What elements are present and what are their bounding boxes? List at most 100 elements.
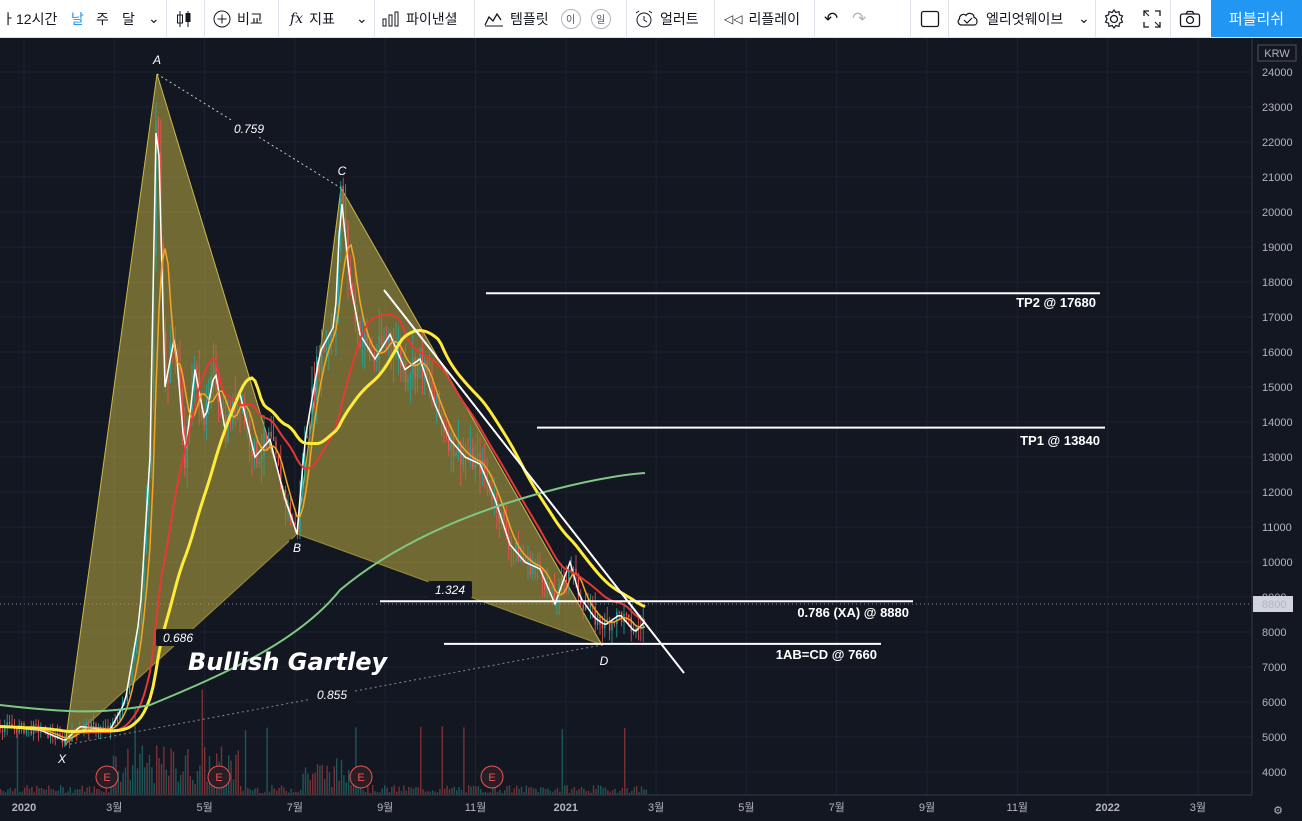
- candle-body: [582, 604, 584, 610]
- templates-button[interactable]: 템플릿 이 일: [484, 0, 616, 37]
- volume-bar: [489, 792, 491, 795]
- candle-body: [412, 357, 414, 375]
- snapshot-button[interactable]: [1179, 0, 1201, 37]
- volume-bar: [321, 764, 323, 795]
- badge-a[interactable]: 이: [560, 8, 581, 29]
- level-label: TP2 @ 17680: [1016, 295, 1096, 310]
- candle-body: [258, 461, 260, 464]
- earnings-marker[interactable]: [349, 765, 373, 789]
- interval-month[interactable]: 달: [122, 0, 135, 37]
- volume-bar: [256, 787, 259, 795]
- undo-button[interactable]: ↶: [824, 0, 838, 37]
- candle-body: [594, 606, 596, 625]
- earnings-marker[interactable]: [95, 765, 119, 789]
- publish-button[interactable]: 퍼블리쉬: [1211, 0, 1302, 37]
- volume-bar: [100, 791, 103, 795]
- volume-bar: [343, 775, 345, 795]
- volume-bar: [314, 772, 316, 795]
- candle-body: [186, 429, 188, 468]
- alert-button[interactable]: 얼러트: [634, 0, 699, 37]
- volume-bar: [393, 785, 395, 795]
- templates-label: 템플릿: [510, 10, 549, 27]
- volume-bar: [508, 785, 511, 795]
- volume-bar: [340, 760, 343, 795]
- volume-bar: [559, 791, 561, 795]
- compare-button[interactable]: 비교: [213, 0, 263, 37]
- candle-body: [313, 387, 316, 400]
- volume-bar: [206, 781, 208, 795]
- volume-bar: [475, 786, 477, 795]
- ratio-label-bg: [227, 120, 271, 137]
- earnings-marker[interactable]: [480, 765, 504, 789]
- replay-label: 리플레이: [748, 10, 800, 27]
- volume-bar: [60, 785, 62, 795]
- price-tick: 21000: [1262, 172, 1293, 184]
- chevron-down-icon: ⌄: [148, 10, 160, 26]
- candle-body: [505, 520, 508, 536]
- volume-bar: [21, 791, 23, 795]
- volume-bar: [14, 788, 16, 795]
- volume-bar: [244, 730, 247, 795]
- layout-dropdown[interactable]: ⌄: [1078, 0, 1090, 37]
- price-tick: 10000: [1262, 557, 1293, 569]
- candle-body: [148, 471, 150, 506]
- volume-bar: [518, 788, 520, 795]
- volume-bar: [427, 791, 429, 795]
- volume-bar: [319, 765, 321, 795]
- candle-body: [416, 357, 419, 379]
- volume-bar: [516, 785, 518, 795]
- redo-button[interactable]: ↷: [852, 0, 866, 37]
- month-label: 달: [122, 10, 135, 27]
- volume-bar: [98, 789, 100, 795]
- volume-bar: [585, 791, 587, 795]
- interval-12h[interactable]: 12시간: [16, 0, 57, 37]
- volume-bar: [177, 781, 179, 795]
- candle-body: [352, 284, 354, 293]
- volume-bar: [309, 779, 311, 795]
- candle-body: [35, 724, 37, 726]
- chart-type-button[interactable]: [175, 0, 193, 37]
- indicators-dropdown[interactable]: ⌄: [356, 0, 368, 37]
- axis-settings-icon[interactable]: ⚙: [1273, 805, 1283, 817]
- volume-bar: [117, 770, 119, 795]
- interval-week[interactable]: 주: [96, 0, 109, 37]
- replay-button[interactable]: ◁◁ 리플레이: [724, 0, 800, 37]
- price-tick: 17000: [1262, 312, 1293, 324]
- volume-bar: [542, 787, 544, 795]
- indicators-button[interactable]: fx 지표: [290, 0, 335, 37]
- settings-button[interactable]: [1103, 0, 1125, 37]
- cloud-save-button[interactable]: 엘리엇웨이브: [956, 0, 1063, 37]
- candle-body: [608, 621, 611, 631]
- volume-bar: [580, 786, 583, 795]
- fullscreen-icon: [1143, 9, 1161, 28]
- volume-bar: [43, 789, 45, 795]
- candle-body: [320, 343, 323, 374]
- volume-bar: [55, 791, 57, 795]
- symbol-search[interactable]: ㅏ: [2, 0, 15, 37]
- volume-bar: [16, 732, 19, 795]
- badge-b[interactable]: 일: [590, 8, 611, 29]
- price-chart[interactable]: TP2 @ 17680 TP1 @ 13840 0.786 (XA) @ 8880 1…: [0, 38, 1302, 821]
- price-tick: 12000: [1262, 487, 1293, 499]
- volume-bar: [2, 791, 4, 795]
- volume-bar: [180, 774, 182, 795]
- layout-button[interactable]: [920, 0, 940, 37]
- earnings-marker[interactable]: [207, 765, 231, 789]
- financials-button[interactable]: 파이낸셜: [382, 0, 458, 37]
- volume-bar: [556, 788, 559, 795]
- fullscreen-button[interactable]: [1142, 0, 1162, 37]
- price-tick: 18000: [1262, 277, 1293, 289]
- volume-bar: [333, 766, 335, 795]
- current-price-label: 8800: [1262, 599, 1286, 611]
- level-label: 1AB=CD @ 7660: [776, 647, 877, 662]
- volume-bar: [549, 790, 551, 795]
- week-label: 주: [96, 10, 109, 27]
- ma-orange: [0, 243, 646, 740]
- volume-bar: [621, 787, 623, 795]
- volume-bar: [597, 785, 599, 795]
- price-tick: 6000: [1262, 697, 1286, 709]
- ratio-label: 0.686: [163, 631, 193, 645]
- financials-label: 파이낸셜: [406, 10, 458, 27]
- interval-dropdown[interactable]: ⌄: [148, 0, 160, 37]
- interval-day[interactable]: 날: [71, 0, 84, 37]
